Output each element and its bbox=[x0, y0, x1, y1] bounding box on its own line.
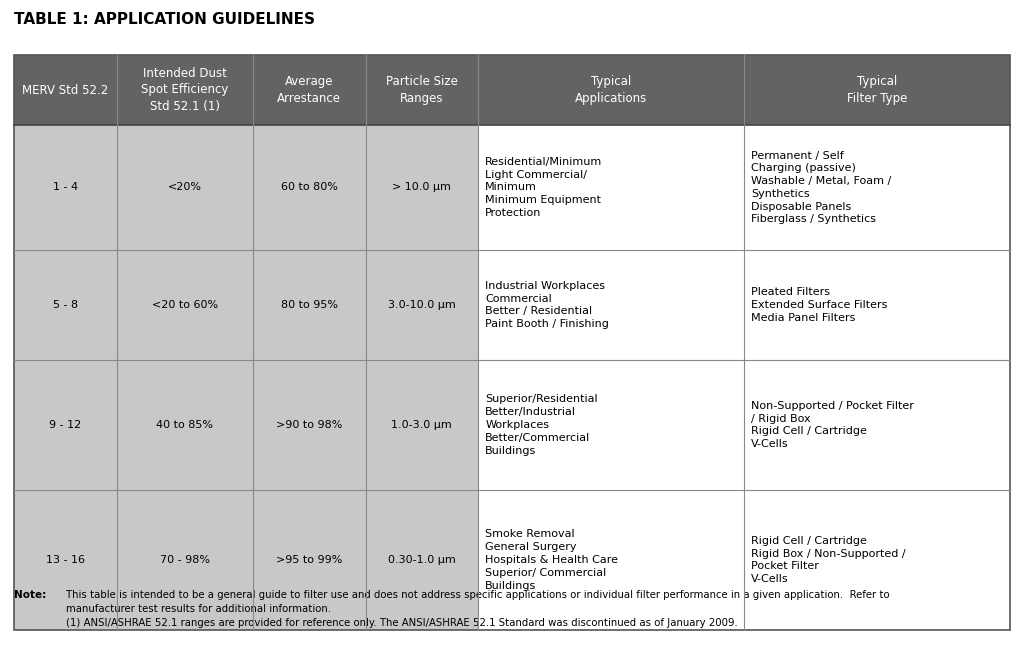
Text: Intended Dust
Spot Efficiency
Std 52.1 (1): Intended Dust Spot Efficiency Std 52.1 (… bbox=[141, 67, 228, 113]
Bar bbox=[14, 55, 1010, 125]
Text: Industrial Workplaces
Commercial
Better / Residential
Paint Booth / Finishing: Industrial Workplaces Commercial Better … bbox=[485, 281, 609, 329]
Text: 1 - 4: 1 - 4 bbox=[52, 182, 78, 193]
Text: 80 to 95%: 80 to 95% bbox=[281, 300, 338, 310]
Bar bbox=[478, 490, 744, 630]
Bar bbox=[14, 250, 478, 360]
Text: 9 - 12: 9 - 12 bbox=[49, 420, 82, 430]
Text: MERV Std 52.2: MERV Std 52.2 bbox=[23, 84, 109, 97]
Text: Residential/Minimum
Light Commercial/
Minimum
Minimum Equipment
Protection: Residential/Minimum Light Commercial/ Mi… bbox=[485, 157, 602, 218]
Bar bbox=[744, 360, 1010, 490]
Text: Average
Arrestance: Average Arrestance bbox=[278, 75, 341, 105]
Text: 5 - 8: 5 - 8 bbox=[52, 300, 78, 310]
Bar bbox=[478, 360, 744, 490]
Text: Permanent / Self
Charging (passive)
Washable / Metal, Foam /
Synthetics
Disposab: Permanent / Self Charging (passive) Wash… bbox=[751, 151, 891, 224]
Text: Particle Size
Ranges: Particle Size Ranges bbox=[386, 75, 458, 105]
Text: 40 to 85%: 40 to 85% bbox=[157, 420, 213, 430]
Text: >95 to 99%: >95 to 99% bbox=[276, 555, 342, 565]
Text: 13 - 16: 13 - 16 bbox=[46, 555, 85, 565]
Bar bbox=[744, 125, 1010, 250]
Text: Typical
Applications: Typical Applications bbox=[575, 75, 647, 105]
Text: 70 - 98%: 70 - 98% bbox=[160, 555, 210, 565]
Bar bbox=[744, 250, 1010, 360]
Bar bbox=[744, 490, 1010, 630]
Text: Pleated Filters
Extended Surface Filters
Media Panel Filters: Pleated Filters Extended Surface Filters… bbox=[751, 287, 888, 323]
Bar bbox=[14, 125, 478, 250]
Text: Non-Supported / Pocket Filter
/ Rigid Box
Rigid Cell / Cartridge
V-Cells: Non-Supported / Pocket Filter / Rigid Bo… bbox=[751, 401, 914, 449]
Text: Smoke Removal
General Surgery
Hospitals & Health Care
Superior/ Commercial
Build: Smoke Removal General Surgery Hospitals … bbox=[485, 530, 618, 591]
Bar bbox=[478, 250, 744, 360]
Text: >90 to 98%: >90 to 98% bbox=[276, 420, 342, 430]
Text: > 10.0 μm: > 10.0 μm bbox=[392, 182, 452, 193]
Text: This table is intended to be a general guide to filter use and does not address : This table is intended to be a general g… bbox=[66, 590, 890, 628]
Text: Superior/Residential
Better/Industrial
Workplaces
Better/Commercial
Buildings: Superior/Residential Better/Industrial W… bbox=[485, 394, 598, 455]
Text: 3.0-10.0 μm: 3.0-10.0 μm bbox=[388, 300, 456, 310]
Text: <20 to 60%: <20 to 60% bbox=[152, 300, 218, 310]
Bar bbox=[14, 490, 478, 630]
Text: Note:: Note: bbox=[14, 590, 46, 600]
Text: 60 to 80%: 60 to 80% bbox=[281, 182, 338, 193]
Text: TABLE 1: APPLICATION GUIDELINES: TABLE 1: APPLICATION GUIDELINES bbox=[14, 12, 315, 27]
Text: Typical
Filter Type: Typical Filter Type bbox=[847, 75, 907, 105]
Bar bbox=[478, 125, 744, 250]
Text: Rigid Cell / Cartridge
Rigid Box / Non-Supported /
Pocket Filter
V-Cells: Rigid Cell / Cartridge Rigid Box / Non-S… bbox=[751, 536, 905, 584]
Text: <20%: <20% bbox=[168, 182, 202, 193]
Bar bbox=[14, 360, 478, 490]
Text: 0.30-1.0 μm: 0.30-1.0 μm bbox=[388, 555, 456, 565]
Bar bbox=[14, 55, 1010, 630]
Text: 1.0-3.0 μm: 1.0-3.0 μm bbox=[391, 420, 453, 430]
